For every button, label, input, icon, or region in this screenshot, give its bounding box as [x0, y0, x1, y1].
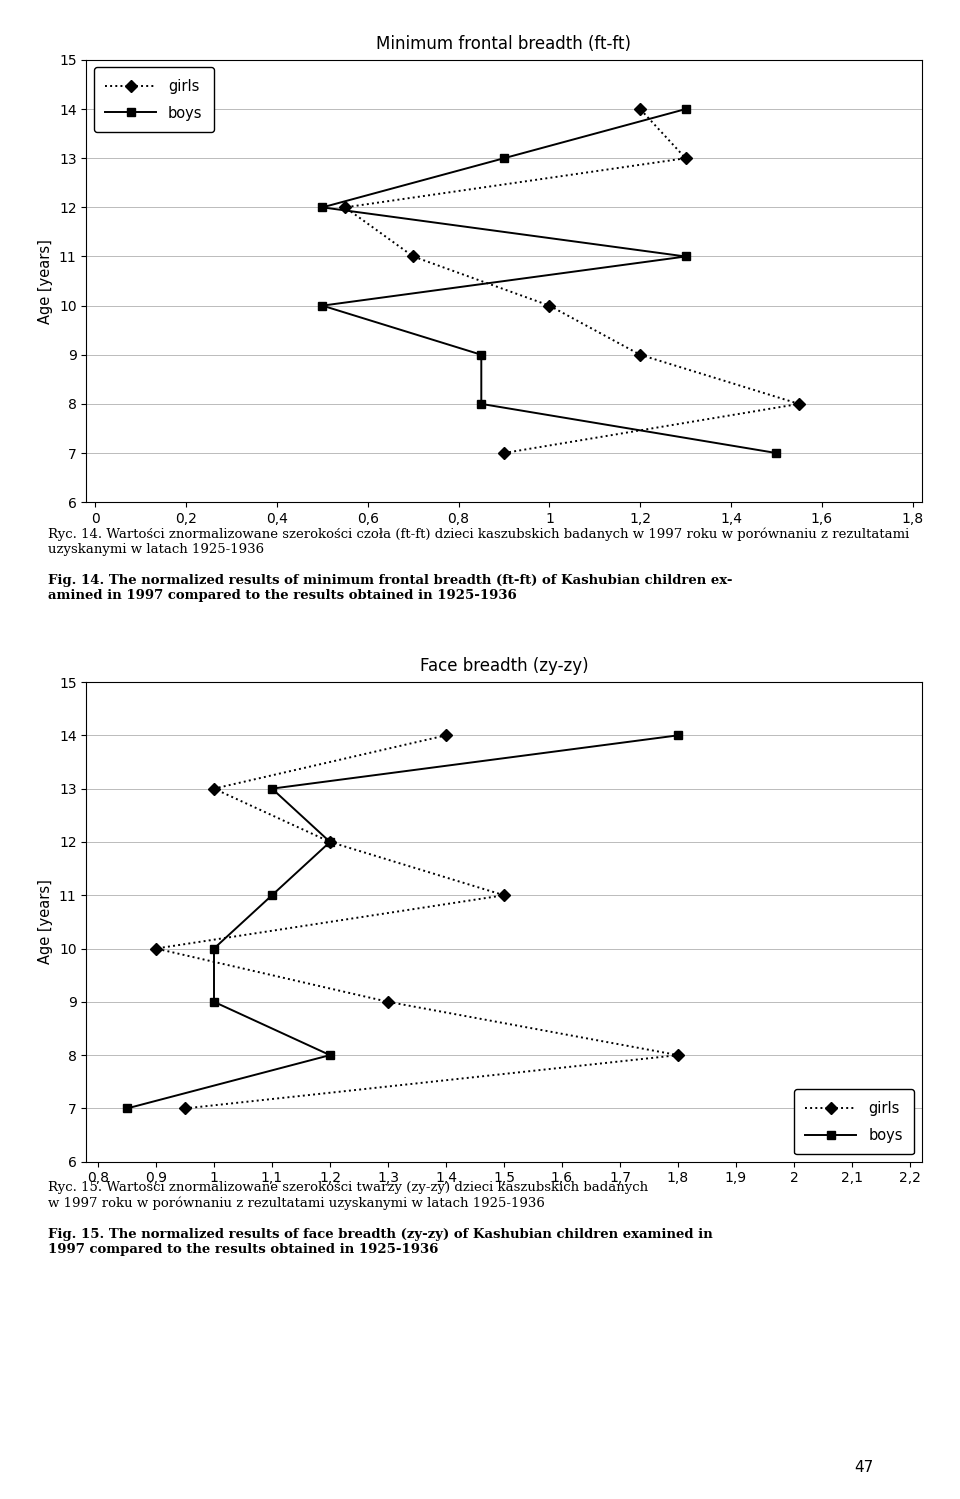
- boys: [208, 940, 220, 958]
- Legend: girls, boys: girls, boys: [94, 67, 214, 132]
- girls: [680, 150, 691, 168]
- Text: 47: 47: [854, 1460, 874, 1475]
- boys: [672, 727, 684, 745]
- Line: girls: girls: [341, 105, 804, 457]
- boys: [680, 100, 691, 118]
- boys: [475, 346, 487, 364]
- Title: Minimum frontal breadth (ft-ft): Minimum frontal breadth (ft-ft): [376, 34, 632, 52]
- boys: [266, 779, 277, 797]
- girls: [543, 297, 555, 315]
- Y-axis label: Age [years]: Age [years]: [38, 880, 54, 964]
- Line: girls: girls: [152, 732, 683, 1112]
- girls: [672, 1046, 684, 1064]
- boys: [324, 833, 336, 851]
- girls: [180, 1099, 191, 1117]
- Line: boys: boys: [123, 732, 683, 1112]
- girls: [382, 992, 394, 1010]
- boys: [317, 198, 328, 216]
- boys: [475, 394, 487, 412]
- girls: [324, 833, 336, 851]
- Legend: girls, boys: girls, boys: [794, 1090, 914, 1154]
- Text: Ryc. 15. Wartości znormalizowane szerokości twarzy (zy-zy) dzieci kaszubskich ba: Ryc. 15. Wartości znormalizowane szeroko…: [48, 1181, 648, 1210]
- girls: [208, 779, 220, 797]
- girls: [793, 394, 804, 412]
- boys: [324, 1046, 336, 1064]
- girls: [498, 886, 510, 904]
- girls: [441, 727, 452, 745]
- Text: Ryc. 14. Wartości znormalizowane szerokości czoła (ft-ft) dzieci kaszubskich bad: Ryc. 14. Wartości znormalizowane szeroko…: [48, 528, 909, 556]
- boys: [121, 1099, 132, 1117]
- boys: [680, 247, 691, 265]
- Text: Fig. 14. The normalized results of minimum frontal breadth (ft-ft) of Kashubian : Fig. 14. The normalized results of minim…: [48, 574, 732, 603]
- girls: [635, 346, 646, 364]
- boys: [208, 992, 220, 1010]
- Text: Fig. 15. The normalized results of face breadth (zy-zy) of Kashubian children ex: Fig. 15. The normalized results of face …: [48, 1228, 712, 1256]
- girls: [498, 444, 510, 462]
- girls: [340, 198, 351, 216]
- girls: [150, 940, 161, 958]
- Title: Face breadth (zy-zy): Face breadth (zy-zy): [420, 657, 588, 675]
- boys: [498, 150, 510, 168]
- Y-axis label: Age [years]: Age [years]: [38, 238, 54, 324]
- boys: [317, 297, 328, 315]
- girls: [635, 100, 646, 118]
- girls: [407, 247, 419, 265]
- boys: [771, 444, 782, 462]
- boys: [266, 886, 277, 904]
- Line: boys: boys: [319, 105, 780, 457]
